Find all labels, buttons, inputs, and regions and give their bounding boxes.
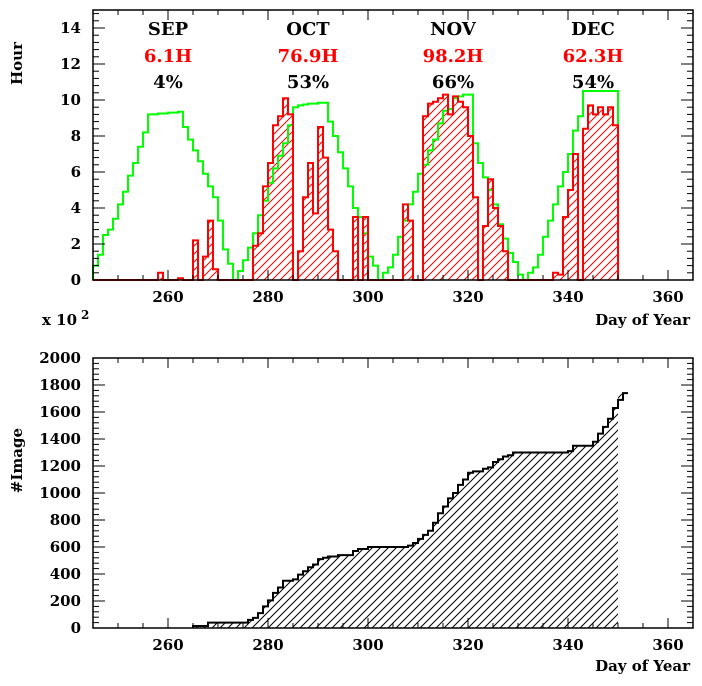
x-tick-label: 280 bbox=[252, 636, 283, 654]
axis-multiplier: x 10 2 bbox=[42, 308, 89, 329]
axis-multiplier-base: x 10 bbox=[42, 311, 77, 329]
top-axis-ticks: 260 280 300 320 340 360 0 2 4 6 8 10 12 14 bbox=[60, 10, 694, 306]
y-tick-label: 800 bbox=[50, 511, 81, 529]
hours-per-day-chart: 260 280 300 320 340 360 0 2 4 6 8 10 12 14 SEP 6.1H 4% O… bbox=[8, 9, 694, 329]
y-tick-label: 4 bbox=[71, 199, 81, 217]
histogram-series bbox=[92, 90, 619, 281]
observed-hours-series bbox=[93, 93, 619, 281]
x-tick-label: 320 bbox=[452, 636, 483, 654]
top-y-axis-label: Hour bbox=[8, 41, 26, 85]
y-tick-label: 400 bbox=[50, 565, 81, 583]
x-tick-label: 320 bbox=[452, 288, 483, 306]
month-name-label: OCT bbox=[286, 19, 330, 40]
x-tick-label: 360 bbox=[652, 636, 683, 654]
x-tick-label: 260 bbox=[152, 288, 183, 306]
bottom-y-axis-label: #Image bbox=[8, 428, 26, 493]
y-tick-label: 2 bbox=[71, 235, 81, 253]
observed-hatched-fill bbox=[93, 94, 618, 280]
top-x-axis-label: Day of Year bbox=[595, 311, 691, 329]
cumulative-series bbox=[192, 392, 628, 628]
x-tick-label: 340 bbox=[552, 288, 583, 306]
x-tick-label: 300 bbox=[352, 288, 383, 306]
x-tick-label: 300 bbox=[352, 636, 383, 654]
y-tick-label: 12 bbox=[60, 55, 81, 73]
x-tick-label: 280 bbox=[252, 288, 283, 306]
y-tick-label: 14 bbox=[60, 19, 81, 37]
month-annotations: SEP 6.1H 4% OCT 76.9H 53% NOV 98.2H 66% DEC 62.3H 5… bbox=[144, 19, 624, 93]
month-name-label: SEP bbox=[148, 19, 189, 40]
y-tick-label: 1800 bbox=[39, 376, 81, 394]
month-percent-label: 54% bbox=[572, 72, 614, 93]
x-tick-label: 360 bbox=[652, 288, 683, 306]
y-tick-label: 0 bbox=[71, 271, 81, 289]
month-name-label: DEC bbox=[571, 19, 615, 40]
month-percent-label: 53% bbox=[287, 72, 329, 93]
y-tick-label: 1000 bbox=[39, 484, 81, 502]
x-tick-label: 260 bbox=[152, 636, 183, 654]
month-name-label: NOV bbox=[430, 19, 477, 40]
month-hours-label: 62.3H bbox=[563, 46, 624, 67]
month-hours-label: 6.1H bbox=[144, 46, 192, 67]
month-hours-label: 98.2H bbox=[423, 46, 484, 67]
month-percent-label: 4% bbox=[153, 72, 183, 93]
bottom-axis-ticks: 260 280 300 320 340 360 0 200 400 600 800 1000 1200 1… bbox=[39, 349, 694, 654]
available-hours-series bbox=[92, 90, 619, 281]
y-tick-label: 600 bbox=[50, 538, 81, 556]
month-hours-label: 76.9H bbox=[278, 46, 339, 67]
y-tick-label: 10 bbox=[60, 91, 81, 109]
y-tick-label: 6 bbox=[71, 163, 81, 181]
y-tick-label: 1200 bbox=[39, 457, 81, 475]
y-tick-label: 1600 bbox=[39, 403, 81, 421]
y-tick-label: 2000 bbox=[39, 349, 81, 367]
cumulative-images-chart: 260 280 300 320 340 360 0 200 400 600 800 1000 1200 1… bbox=[8, 349, 694, 675]
bottom-x-axis-label: Day of Year bbox=[595, 657, 691, 675]
y-tick-label: 8 bbox=[71, 127, 81, 145]
cumulative-images-series bbox=[192, 392, 628, 628]
y-tick-label: 200 bbox=[50, 592, 81, 610]
x-tick-label: 340 bbox=[552, 636, 583, 654]
axis-multiplier-exponent: 2 bbox=[81, 308, 89, 322]
y-tick-label: 0 bbox=[71, 619, 81, 637]
observed-hatch bbox=[93, 94, 618, 280]
y-tick-label: 1400 bbox=[39, 430, 81, 448]
cumulative-hatch bbox=[193, 393, 623, 628]
month-percent-label: 66% bbox=[432, 72, 474, 93]
